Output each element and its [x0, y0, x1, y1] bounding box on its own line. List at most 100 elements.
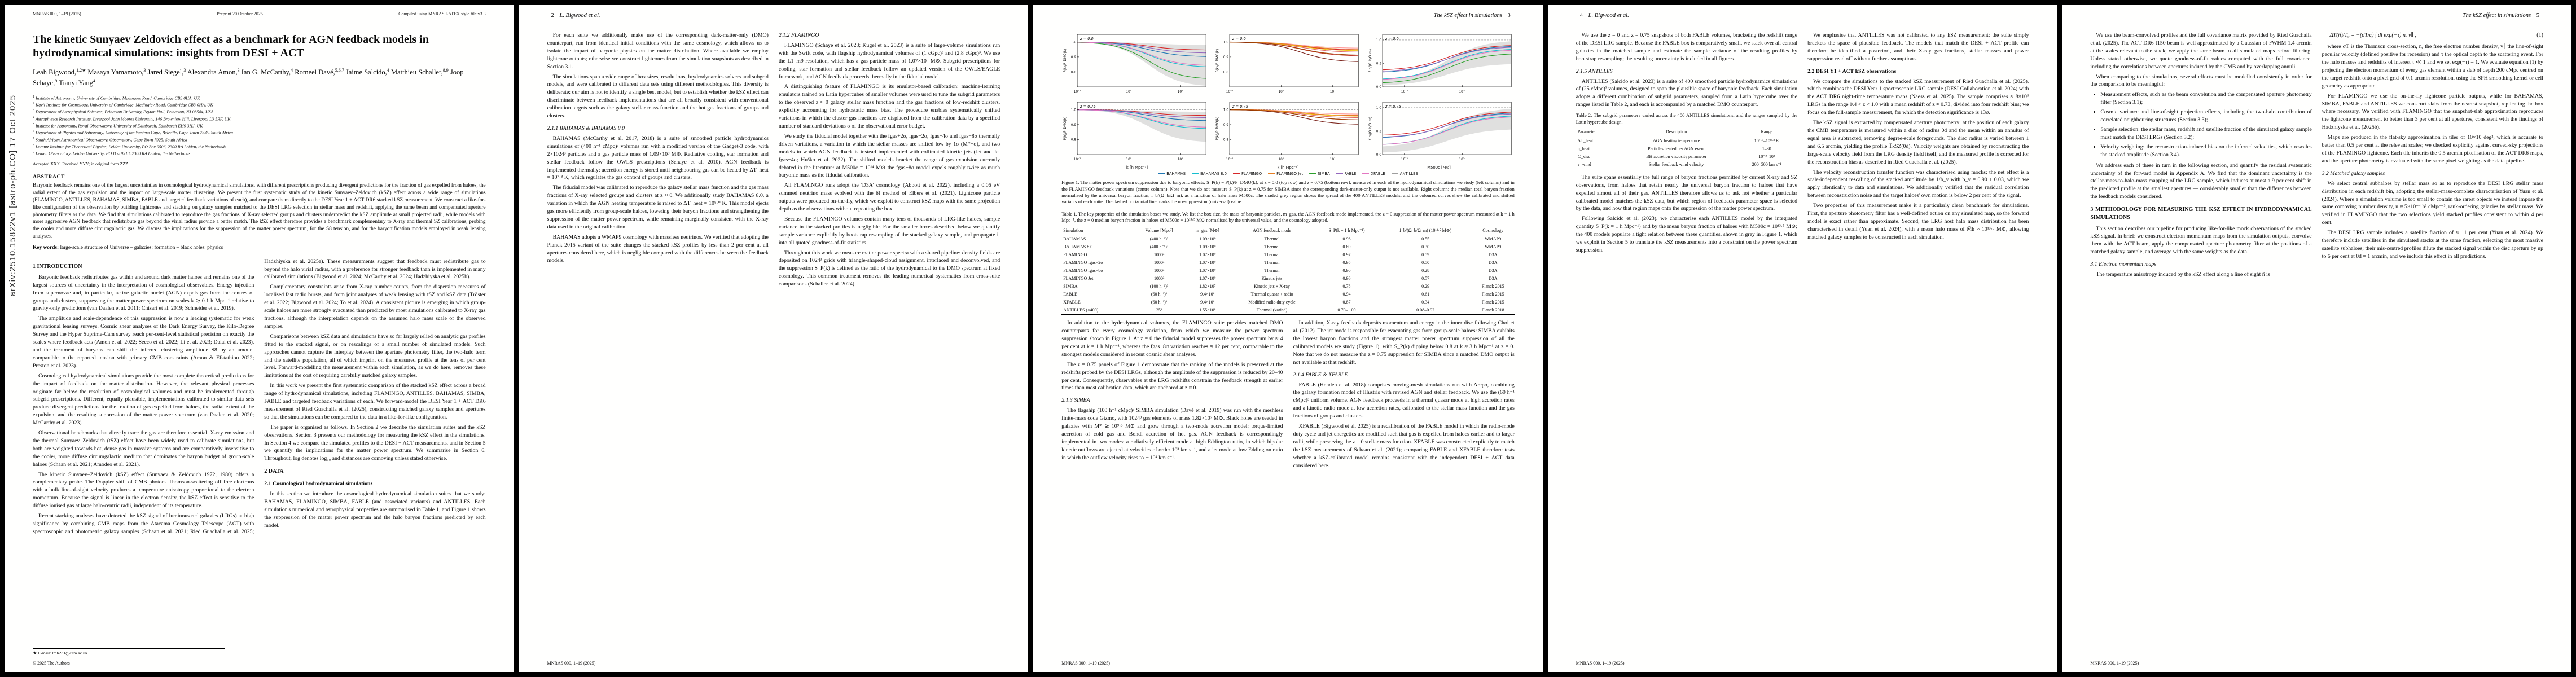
table-cell: 0.28 — [1421, 268, 1430, 274]
author-name: Matthieu Schaller,8,9 — [390, 67, 449, 76]
page-number: 5 — [2536, 12, 2539, 19]
arxiv-stamp: arXiv:2510.15822v1 [astro-ph.CO] 17 Oct … — [8, 95, 17, 297]
table-row: XFABLE (60 h⁻¹)³ 9.4×10⁶ Modified radio dut… — [1061, 298, 1515, 306]
table-cell: Stellar feedback wind velocity — [1616, 160, 1736, 169]
svg-text:10⁻¹: 10⁻¹ — [1074, 157, 1081, 161]
legend-label: XFABLE — [1371, 172, 1385, 177]
svg-text:10¹⁴: 10¹⁴ — [1459, 90, 1466, 94]
svg-text:z = 0.75: z = 0.75 — [1232, 104, 1248, 109]
legend-entry: BAHAMAS — [1158, 172, 1186, 176]
paragraph: Observational benchmarks that directly t… — [33, 430, 254, 468]
bullet-item: Measurement effects, such as the beam co… — [2100, 91, 2311, 107]
paragraph: When comparing to the simulations, sever… — [2090, 73, 2312, 88]
legend-label: BAHAMAS 8.0 — [1200, 172, 1227, 177]
table-cell: 1–30 — [1762, 146, 1771, 151]
table-cell: ANTILLES (×400) — [1061, 306, 1134, 315]
table-cell: Thermal — [1264, 236, 1280, 242]
table-cell: Kinetic jets + X-ray — [1254, 284, 1290, 289]
affiliation: 3 Department of Astrophysical Sciences, P… — [33, 109, 214, 115]
page-5: The kSZ effect in simulations 5 We use t… — [2062, 5, 2571, 672]
svg-text:10⁰: 10⁰ — [1279, 90, 1284, 94]
svg-text:10¹³: 10¹³ — [1401, 157, 1408, 161]
page-4: 4 L. Bigwood et al. We use the z = 0 and… — [1547, 5, 2057, 672]
paragraph: For each suite we additionally make use … — [547, 32, 769, 70]
svg-text:0.9: 0.9 — [1071, 56, 1077, 59]
paragraph: In this work we present the first system… — [264, 383, 486, 420]
legend-entry: FABLE — [1336, 172, 1356, 176]
table-cell: v_wind — [1576, 160, 1617, 169]
affiliation: 1 Institute of Astronomy, University of C… — [33, 95, 200, 101]
email-footnote: ★ E-mail: lmb231@cam.ac.uk — [33, 648, 225, 656]
paragraph: A distinguishing feature of FLAMINGO is … — [778, 83, 1000, 129]
paragraph: where σT is the Thomson cross-section, n… — [2322, 43, 2543, 89]
table-header-cell: Parameter — [1576, 127, 1617, 137]
author-name: Tianyi Yang4 — [59, 78, 95, 87]
paragraph: The kSZ signal is extracted by compensat… — [1807, 120, 2029, 165]
table-cell: C_visc — [1577, 153, 1591, 159]
table-cell: 1000³ — [1153, 260, 1165, 266]
bullet-list: Measurement effects, such as the beam co… — [2100, 91, 2311, 159]
affiliation: 9 Leiden Observatory, Leiden University, … — [33, 151, 191, 156]
svg-text:10⁰: 10⁰ — [1126, 157, 1132, 161]
paragraph: Comparisons between kSZ data and simulat… — [264, 333, 486, 379]
table-row: v_wind Stellar feedback wind velocity 200–… — [1576, 160, 1798, 169]
subsubsection-heading: 2.1.5 ANTILLES — [1576, 68, 1613, 74]
paragraph: ANTILLES (Salcido et al. 2023) is a suit… — [1576, 78, 1798, 108]
table-cell: BAHAMAS — [1063, 236, 1086, 242]
dates-line: Accepted XXX. Received YYY; in original … — [33, 161, 128, 167]
keywords-text: large-scale structure of Universe – gala… — [60, 244, 223, 250]
running-header: The kSZ effect in simulations 5 — [2090, 12, 2543, 19]
paragraph: We use the beam-convolved profiles and t… — [2090, 32, 2312, 70]
table-cell: 1000³ — [1153, 268, 1165, 274]
table-cell: 1000³ — [1153, 252, 1165, 258]
data-table: Simulation Volume [Mpc³] m_gas [M⊙] AGN fee… — [1061, 226, 1515, 315]
page-footer: MNRAS 000, 1–19 (2025) — [1576, 661, 1625, 666]
table-cell: D3A — [1488, 260, 1498, 266]
subsubsection-heading: 3.1 Electron momentum maps — [2090, 261, 2157, 268]
table-cell: Thermal (varied) — [1230, 306, 1314, 315]
legend-entry: ANTILLES — [1391, 172, 1418, 176]
table-cell: 1.09×10⁹ — [1199, 244, 1216, 250]
running-header: 2 L. Bigwood et al. — [547, 12, 1000, 19]
author-list: Leah Bigwood,1,2★ Masaya Yamamoto,3 Jare… — [33, 67, 486, 89]
table-cell: 25³ — [1133, 306, 1185, 315]
paragraph: The kinetic Sunyaev–Zeldovich (kSZ) effe… — [33, 471, 254, 509]
bullet-item: Cosmic variance and line-of-sight projec… — [2100, 108, 2311, 124]
figure-1: 10⁻¹ 10⁰ 10¹ 0.8 0.9 1.0 z = 0.0 P(k)/P_DMO(k) 1… — [1061, 30, 1515, 205]
table-cell: 0.30 — [1421, 244, 1430, 250]
table-row: FABLE (60 h⁻¹)³ 9.4×10⁶ Thermal quasar + ra… — [1061, 291, 1515, 298]
svg-text:0.8: 0.8 — [1223, 139, 1229, 142]
paragraph: The amplitude and scale-dependence of th… — [33, 315, 254, 369]
page-footer: © 2025 The Authors — [33, 661, 70, 666]
table-cell: FLAMINGO fgas−8σ — [1063, 268, 1103, 274]
running-title: The kSZ effect in simulations — [1433, 12, 1502, 19]
legend-entry: BAHAMAS 8.0 — [1192, 172, 1227, 176]
table-header-cell: Range — [1736, 127, 1798, 137]
table-cell: (400 h⁻¹)³ — [1149, 244, 1169, 250]
author-name: Leah Bigwood,1,2★ — [33, 67, 86, 76]
table-cell: FLAMINGO — [1063, 252, 1087, 258]
paragraph: We study the fiducial model together wit… — [778, 133, 1000, 179]
table-cell: Thermal — [1264, 244, 1280, 250]
table-cell: 1.07×10⁹ — [1199, 268, 1216, 274]
svg-text:1.0: 1.0 — [1071, 108, 1077, 112]
table-cell: Kinetic jets — [1261, 276, 1283, 282]
page-3: The kSZ effect in simulations 3 10⁻¹ 10⁰ 1… — [1033, 5, 1543, 672]
abstract-text: Baryonic feedback remains one of the lar… — [33, 183, 486, 239]
table-header-cell: Cosmology — [1471, 226, 1515, 236]
table-caption: Table 2. The subgrid parameters varied a… — [1576, 112, 1798, 125]
table-cell: FLAMINGO fgas−2σ — [1063, 260, 1103, 266]
table-cell: BH accretion viscosity parameter — [1646, 153, 1707, 159]
section-heading: 2 DATA — [264, 468, 284, 475]
table-block: Table 1. The key properties of the simul… — [1061, 211, 1515, 315]
table-cell: 1.07×10⁹ — [1199, 276, 1216, 282]
svg-text:10¹: 10¹ — [1330, 90, 1336, 94]
paragraph: The simulations span a wide range of box… — [547, 73, 769, 120]
table-cell: 1000³ — [1153, 276, 1165, 282]
table-header-cell: Volume [Mpc³] — [1133, 226, 1185, 236]
paragraph: In this section we introduce the cosmolo… — [264, 491, 486, 529]
table-cell: 0.57 — [1421, 276, 1430, 282]
table-header-row: Parameter Description Range — [1576, 127, 1798, 137]
paragraph: The z = 0.75 panels of Figure 1 demonstr… — [1061, 361, 1283, 392]
svg-text:1.0: 1.0 — [1223, 41, 1229, 44]
